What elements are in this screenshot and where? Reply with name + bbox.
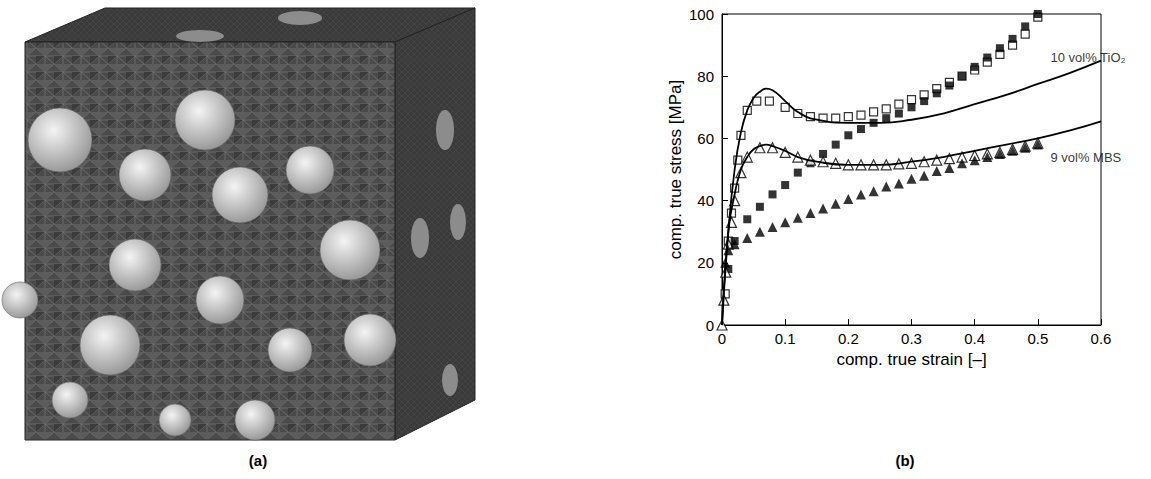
svg-text:0: 0	[706, 317, 714, 334]
svg-text:40: 40	[697, 192, 714, 209]
svg-text:10 vol% TiO₂: 10 vol% TiO₂	[1050, 50, 1125, 65]
svg-text:0.4: 0.4	[964, 330, 985, 347]
svg-text:0.5: 0.5	[1027, 330, 1048, 347]
html-text:(a): (a)	[248, 452, 268, 469]
svg-text:0: 0	[718, 330, 726, 347]
svg-text:80: 80	[697, 68, 714, 85]
svg-text:0.6: 0.6	[1091, 330, 1112, 347]
svg-text:0.2: 0.2	[838, 330, 859, 347]
svg-text:comp. true strain [–]: comp. true strain [–]	[836, 350, 986, 369]
svg-text:0.3: 0.3	[901, 330, 922, 347]
svg-text:60: 60	[697, 130, 714, 147]
svg-text:20: 20	[697, 254, 714, 271]
svg-text:comp. true stress [MPa]: comp. true stress [MPa]	[666, 80, 685, 260]
html-text:(b): (b)	[895, 452, 915, 469]
svg-text:9 vol% MBS: 9 vol% MBS	[1050, 150, 1121, 165]
svg-text:0.1: 0.1	[775, 330, 796, 347]
svg-text:100: 100	[689, 6, 714, 23]
